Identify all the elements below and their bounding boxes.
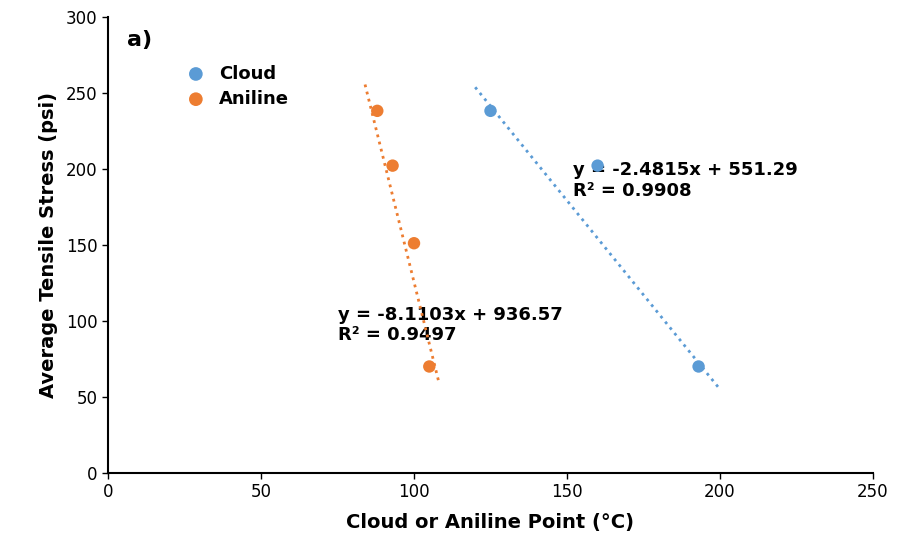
Aniline xyxy=(370,107,384,116)
Cloud xyxy=(590,161,605,170)
Text: a): a) xyxy=(127,30,152,50)
Aniline xyxy=(422,362,436,371)
Text: y = -8.1103x + 936.57
R² = 0.9497: y = -8.1103x + 936.57 R² = 0.9497 xyxy=(338,306,562,344)
Cloud xyxy=(483,107,498,116)
Y-axis label: Average Tensile Stress (psi): Average Tensile Stress (psi) xyxy=(39,92,58,398)
Cloud xyxy=(691,362,706,371)
X-axis label: Cloud or Aniline Point (°C): Cloud or Aniline Point (°C) xyxy=(346,513,634,531)
Legend: Cloud, Aniline: Cloud, Aniline xyxy=(171,58,297,115)
Aniline xyxy=(385,161,400,170)
Text: y = -2.4815x + 551.29
R² = 0.9908: y = -2.4815x + 551.29 R² = 0.9908 xyxy=(573,161,798,200)
Aniline xyxy=(407,239,421,248)
